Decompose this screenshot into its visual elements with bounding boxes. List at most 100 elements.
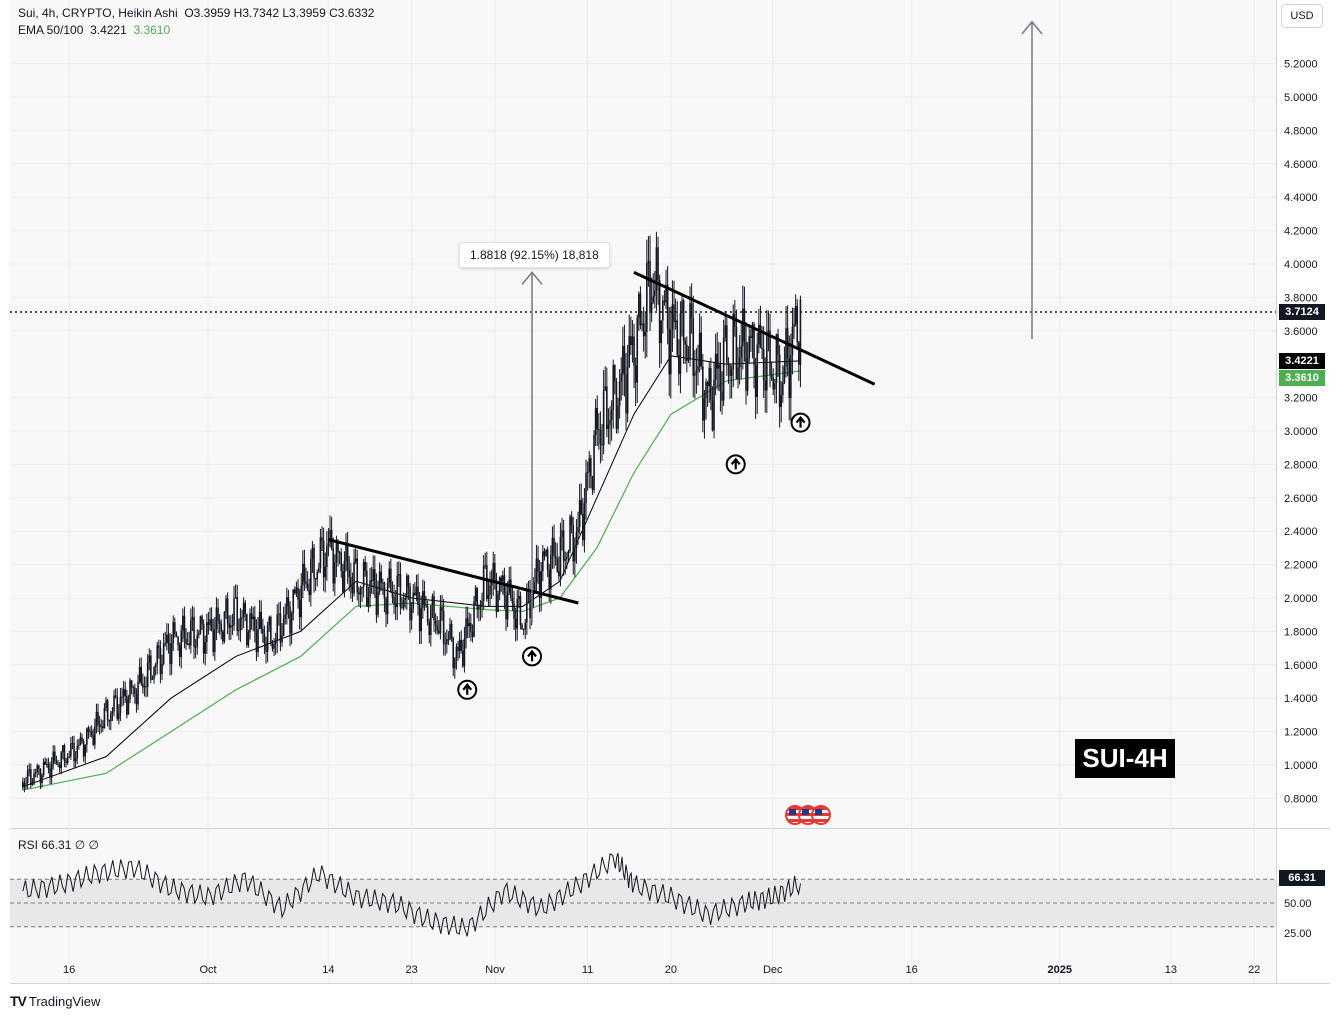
ema-legend[interactable]: EMA 50/100 3.4221 3.3610 xyxy=(18,23,170,37)
candle-body xyxy=(316,572,319,580)
candle-body xyxy=(249,613,251,633)
candle-body xyxy=(782,382,784,396)
price-tick-label: 2.2000 xyxy=(1284,560,1318,572)
candle-body xyxy=(556,558,559,572)
candle-body xyxy=(474,587,477,602)
candle-body xyxy=(212,630,215,653)
us-flag-icon[interactable] xyxy=(811,805,831,825)
candle-body xyxy=(47,763,50,769)
price-tick-label: 3.2000 xyxy=(1284,393,1318,405)
candle-body xyxy=(564,559,567,561)
candle-body xyxy=(569,516,571,552)
candle-body xyxy=(711,400,714,431)
candle-body xyxy=(65,760,67,763)
candle-body xyxy=(553,537,555,557)
event-flags[interactable] xyxy=(785,805,831,825)
arrow-head[interactable] xyxy=(1021,20,1043,35)
candle-body xyxy=(382,582,384,584)
candle-body xyxy=(780,395,783,407)
candle-body xyxy=(321,537,323,541)
candle-body xyxy=(134,687,136,694)
symbol-header[interactable]: Sui, 4h, CRYPTO, Heikin Ashi O3.3959 H3.… xyxy=(18,6,374,20)
time-axis[interactable]: 16 Oct 14 23 Nov 11 20 Dec 16 2025 13 22 xyxy=(63,964,1260,976)
candle-body xyxy=(390,568,392,593)
currency-button[interactable]: USD xyxy=(1281,4,1323,28)
drawing-layer[interactable] xyxy=(10,20,1276,624)
candle-body xyxy=(191,616,194,621)
candle-body xyxy=(642,323,645,337)
candle-body xyxy=(658,280,661,344)
candle-body xyxy=(353,561,355,594)
candle-body xyxy=(225,598,227,612)
candle-body xyxy=(103,708,106,729)
candle-body xyxy=(210,619,213,631)
candle-body xyxy=(794,305,797,324)
candle-body xyxy=(735,326,738,380)
candle-body xyxy=(81,737,83,742)
price-tick-label: 3.6000 xyxy=(1284,326,1318,338)
candle-body xyxy=(386,582,389,615)
candle-body xyxy=(482,565,485,602)
candle-body xyxy=(342,571,344,593)
candle-body xyxy=(726,325,728,363)
tradingview-logo[interactable]: TV TradingView xyxy=(10,993,100,1009)
candle-body xyxy=(188,643,191,646)
candle-body xyxy=(601,443,603,446)
candle-body xyxy=(230,625,232,628)
candle-body xyxy=(76,746,79,759)
candle-body xyxy=(218,620,221,624)
candle-body xyxy=(244,602,247,614)
candle-body xyxy=(290,613,293,634)
candle-body xyxy=(140,666,143,684)
candle-body xyxy=(703,398,706,421)
candle-body xyxy=(628,336,631,368)
candle-body xyxy=(657,247,659,281)
candle-body xyxy=(423,591,426,605)
price-axis[interactable]: 5.2000 5.0000 4.8000 4.6000 4.4000 4.2000 4.00… xyxy=(1284,59,1318,940)
candle-body xyxy=(447,639,450,641)
trendline[interactable] xyxy=(327,538,579,605)
candle-body xyxy=(415,586,418,596)
marker-layer[interactable] xyxy=(457,412,811,700)
up-arrow-circle-icon[interactable] xyxy=(522,646,543,667)
candle-body xyxy=(311,547,314,559)
candle-body xyxy=(289,606,291,634)
candle-body xyxy=(90,731,93,736)
trendline[interactable] xyxy=(633,270,876,386)
up-arrow-circle-icon[interactable] xyxy=(725,454,746,475)
up-arrow-circle-icon[interactable] xyxy=(790,412,811,433)
candle-body xyxy=(207,622,210,626)
candle-body xyxy=(401,607,403,609)
candle-body xyxy=(84,744,87,757)
candle-body xyxy=(602,390,605,446)
candle-body xyxy=(236,597,239,631)
candle-body xyxy=(132,687,135,689)
arrow-head[interactable] xyxy=(521,271,543,285)
time-tick-label: Oct xyxy=(199,964,216,976)
candle-body xyxy=(324,566,327,578)
measure-label[interactable]: 1.8818 (92.15%) 18,818 xyxy=(459,242,610,268)
candle-body xyxy=(25,782,27,784)
candle-body xyxy=(185,638,187,645)
candle-body xyxy=(70,743,72,757)
time-tick-label: 14 xyxy=(322,964,334,976)
candle-body xyxy=(649,261,651,313)
rsi-header[interactable]: RSI 66.31 ∅ ∅ xyxy=(18,838,99,852)
candle-body xyxy=(606,386,608,430)
candle-body xyxy=(111,711,114,714)
candle-body xyxy=(329,529,331,544)
candle-body xyxy=(732,313,735,370)
grid xyxy=(10,0,1276,983)
candle-body xyxy=(687,359,690,361)
price-pane[interactable] xyxy=(10,0,1276,828)
rsi-layer xyxy=(10,852,1276,937)
candle-body xyxy=(417,586,419,606)
up-arrow-circle-icon[interactable] xyxy=(457,679,478,700)
candle-body xyxy=(497,594,499,613)
candle-body xyxy=(193,616,195,648)
candle-body xyxy=(276,614,279,642)
candle-body xyxy=(783,366,786,383)
candle-body xyxy=(38,765,40,769)
candle-body xyxy=(159,647,162,675)
candle-body xyxy=(284,614,287,619)
